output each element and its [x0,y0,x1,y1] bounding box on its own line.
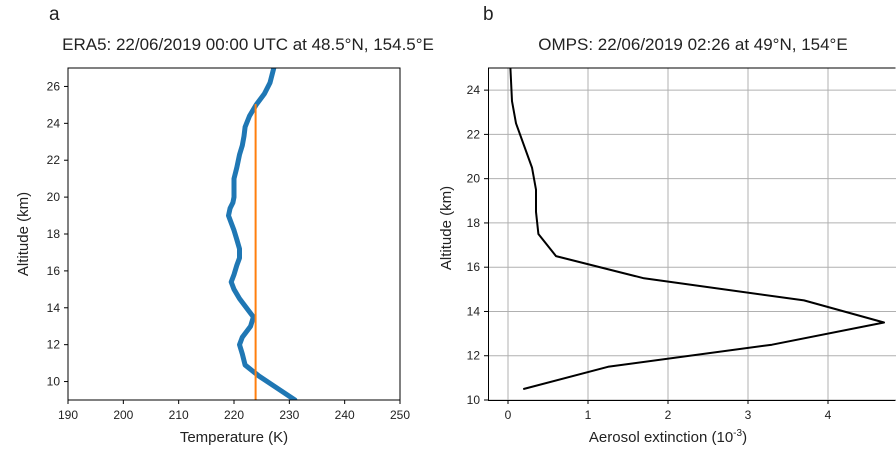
plot-area-a [67,67,401,401]
y-tick-label-b: 22 [467,127,481,141]
series-group-a [226,68,298,400]
y-tick-label-a: 14 [47,301,61,315]
y-tick-label-a: 26 [47,79,61,93]
y-tick-label-b: 16 [467,260,481,274]
panel-b: b OMPS: 22/06/2019 02:26 at 49°N, 154°E … [438,4,896,446]
x-tick-label-a: 190 [58,408,78,422]
axes-frame-b [488,67,896,401]
chart-title-b: OMPS: 22/06/2019 02:26 at 49°N, 154°E [538,35,847,54]
y-tick-label-a: 18 [47,227,61,241]
y-tick-label-a: 20 [47,190,61,204]
axes-frame-a [67,67,401,401]
x-tick-label-a: 240 [335,408,355,422]
plot-clip-b [488,68,896,400]
x-tick-label-a: 230 [279,408,299,422]
x-tick-label-b: 0 [505,408,512,422]
y-tick-label-b: 20 [467,172,481,186]
x-tick-label-a: 220 [224,408,244,422]
x-tick-label-b: 3 [745,408,752,422]
x-tick-label-a: 250 [390,408,410,422]
panel-label-b: b [483,4,494,25]
y-tick-label-a: 22 [47,153,61,167]
x-tick-label-a: 200 [113,408,133,422]
x-axis-label-b-main: Aerosol extinction (10 [589,429,733,446]
panel-a: a ERA5: 22/06/2019 00:00 UTC at 48.5°N, … [15,4,434,446]
y-tick-label-a: 24 [47,116,61,130]
plot-clip-a [226,68,298,400]
x-axis-label-b: Aerosol extinction (10-3) [589,428,747,446]
plot-area-b [488,67,896,401]
x-tick-label-b: 1 [585,408,592,422]
series-line-b-0 [509,68,885,390]
x-axis-label-a: Temperature (K) [180,429,288,446]
y-tick-label-a: 12 [47,338,61,352]
x-axis-label-b-sup: -3 [733,428,742,439]
y-axis-label-a: Altitude (km) [15,192,32,276]
y-tick-label-b: 10 [467,393,481,407]
y-tick-label-b: 14 [467,304,481,318]
y-tick-label-a: 10 [47,375,61,389]
x-tick-label-b: 4 [825,408,832,422]
y-tick-label-b: 18 [467,216,481,230]
series-group-b [509,68,885,390]
x-tick-label-a: 210 [169,408,189,422]
tick-labels-a: 190 200 210 220 230 240 250 10 12 14 16 18 20 22 24 26 [47,79,411,422]
y-tick-label-a: 16 [47,264,61,278]
x-axis-label-b-suffix: ) [742,429,747,446]
grid-b [488,68,896,400]
y-axis-label-b: Altitude (km) [438,186,455,270]
chart-title-a: ERA5: 22/06/2019 00:00 UTC at 48.5°N, 15… [62,35,434,54]
y-tick-label-b: 24 [467,83,481,97]
series-line-a-0 [226,68,298,400]
y-tick-label-b: 12 [467,349,481,363]
x-tick-label-b: 2 [665,408,672,422]
panel-label-a: a [49,4,60,25]
